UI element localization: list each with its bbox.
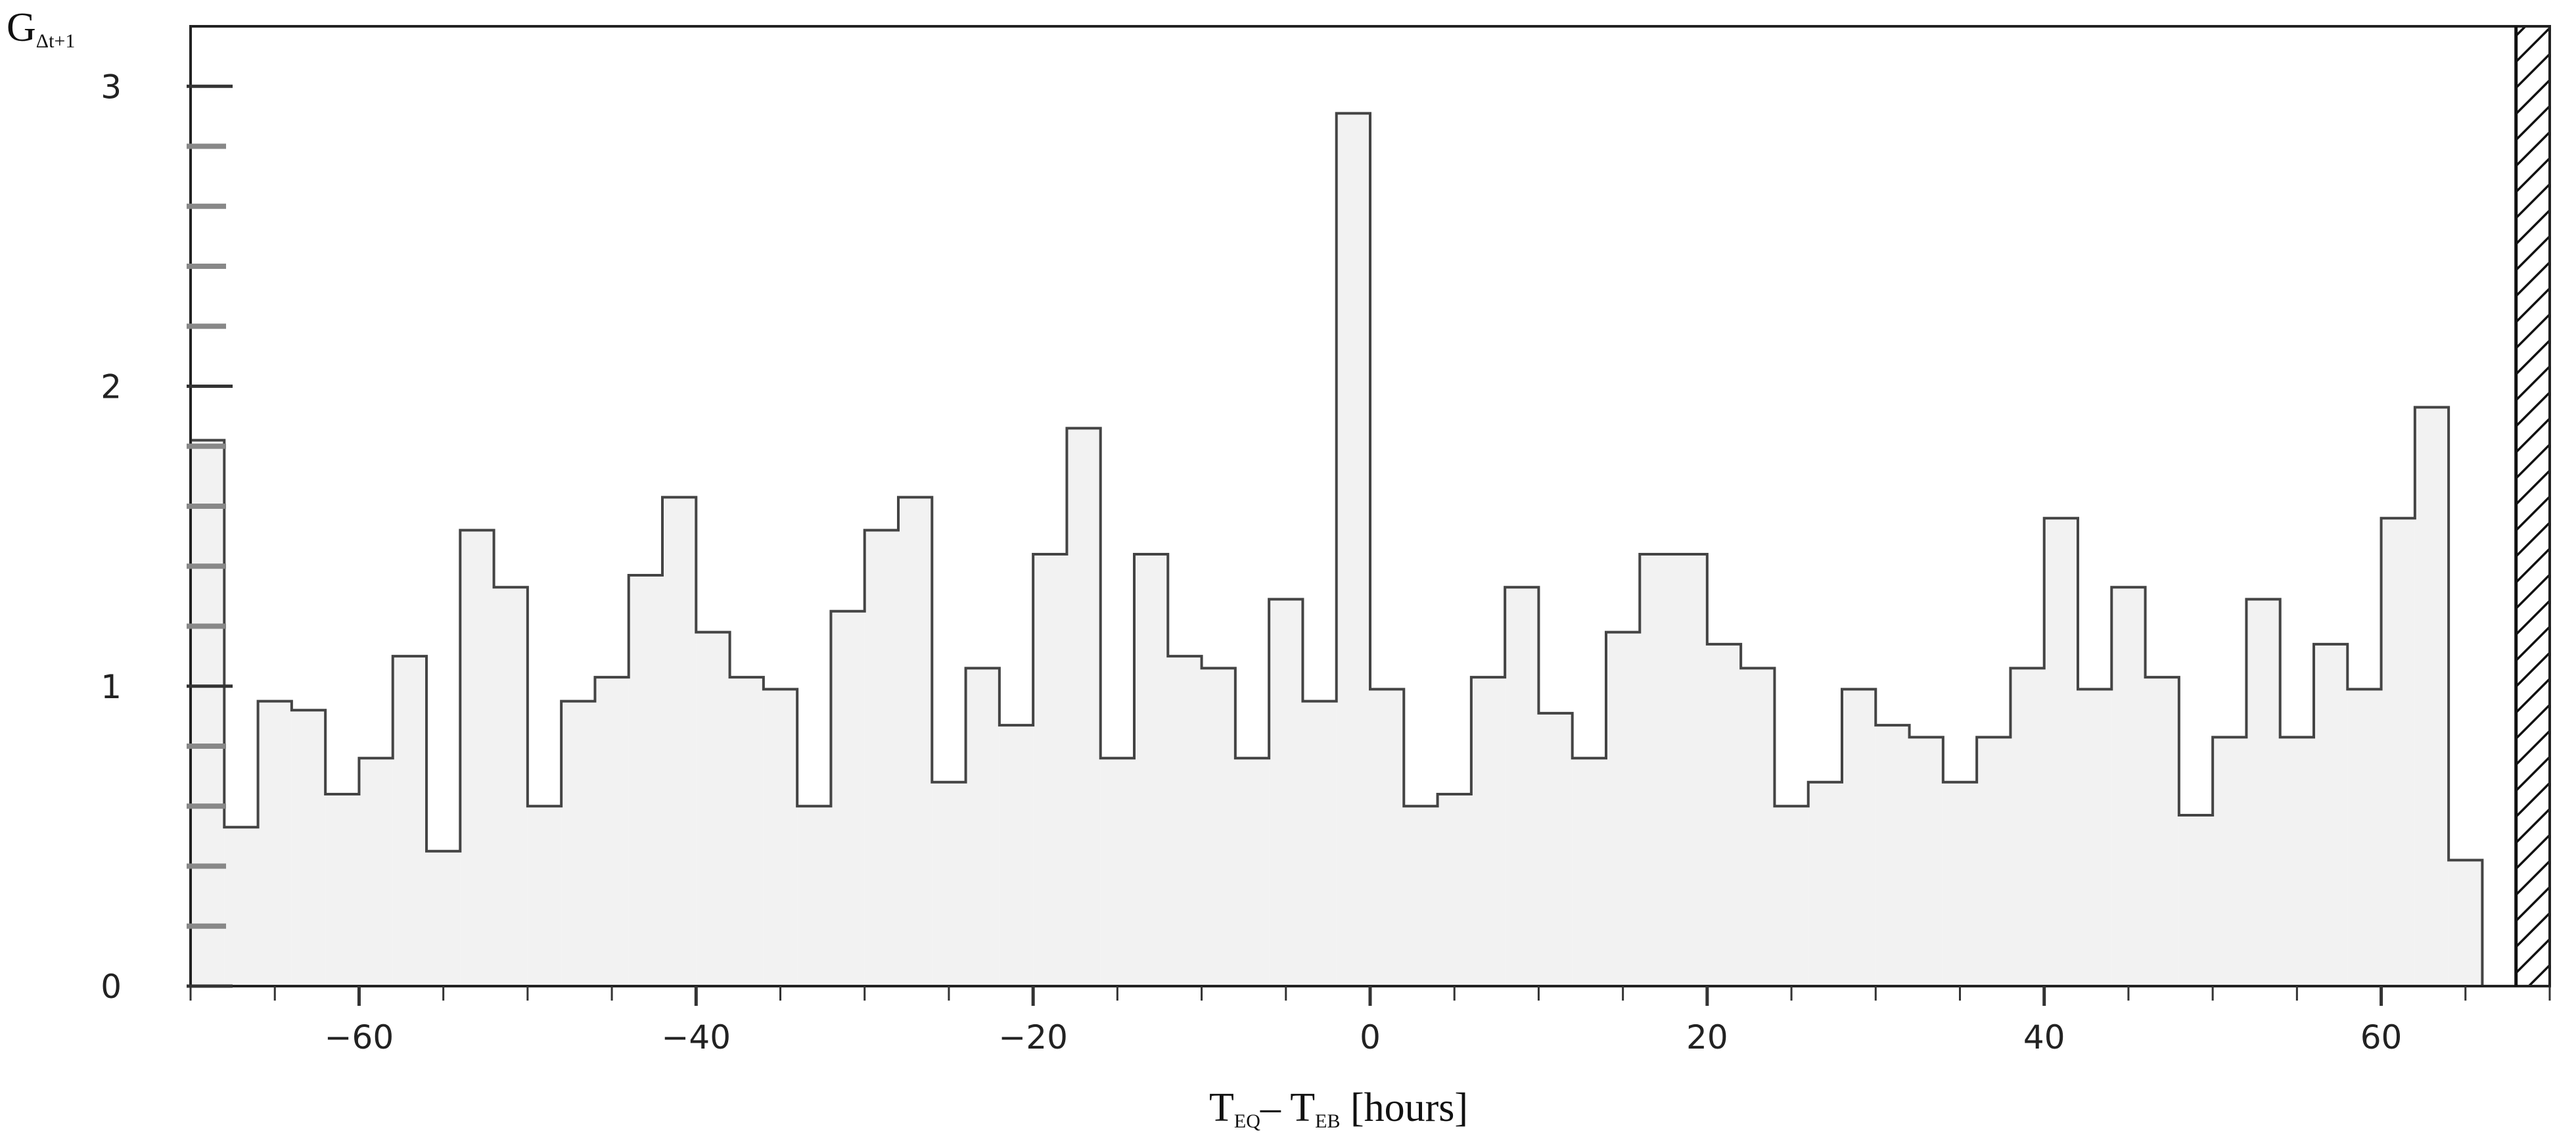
histogram-bar: [1741, 668, 1775, 986]
histogram-bar: [2145, 677, 2179, 986]
x-tick-label: 0: [1360, 1018, 1381, 1056]
histogram-bar: [1302, 701, 1337, 986]
histogram-outline: [189, 112, 2484, 986]
histogram-bar: [2213, 737, 2247, 986]
x-axis-mid: – T: [1260, 1085, 1315, 1130]
x-tick-labels: −60 −40 −20 0 20 40 60: [325, 1018, 2403, 1056]
x-tick-label: 40: [2023, 1018, 2065, 1056]
histogram-bar: [2347, 689, 2381, 986]
histogram-bar: [1134, 554, 1168, 986]
histogram-bar: [864, 530, 898, 986]
histogram-bar: [1033, 554, 1067, 986]
histogram-bar: [797, 806, 831, 986]
histogram-bar: [1201, 668, 1235, 986]
x-tick-label: −20: [998, 1018, 1068, 1056]
histogram-bar: [1235, 758, 1270, 986]
histogram-bar: [224, 827, 258, 986]
histogram-bar: [2246, 599, 2280, 986]
histogram-bar: [1774, 806, 1808, 986]
histogram-bar: [359, 758, 393, 986]
histogram-bar: [1370, 689, 1404, 986]
histogram-bar: [932, 782, 966, 986]
histogram-bar: [729, 677, 764, 986]
histogram-bar: [1269, 599, 1303, 986]
y-axis-symbol: G: [7, 5, 36, 50]
histogram-bar: [898, 497, 932, 986]
histogram-bar: [1909, 737, 1943, 986]
y-tick-label: 1: [101, 668, 122, 706]
histogram-bar: [426, 851, 461, 986]
histogram-bar: [2111, 587, 2146, 986]
histogram-bar: [191, 440, 225, 986]
histogram-bar: [831, 611, 865, 986]
histogram-bar: [2178, 815, 2213, 986]
histogram-bar: [291, 710, 326, 986]
y-tick-labels: 0 1 2 3: [101, 68, 122, 1006]
x-axis-sub1: EQ: [1234, 1110, 1260, 1132]
histogram-bar: [1471, 677, 1506, 986]
histogram-bar: [1168, 656, 1202, 986]
histogram-bar: [1100, 758, 1134, 986]
x-axis-tail: [hours]: [1340, 1085, 1468, 1130]
histogram-bar: [595, 677, 629, 986]
histogram-bar: [2078, 689, 2112, 986]
histogram-bar: [1673, 554, 1707, 986]
y-tick-label: 0: [101, 968, 122, 1006]
histogram-bar: [662, 497, 697, 986]
x-tick-label: −40: [662, 1018, 731, 1056]
histogram-bar: [696, 632, 730, 986]
histogram-bar: [763, 689, 798, 986]
histogram-bar: [628, 575, 662, 986]
histogram-bar: [2449, 860, 2483, 986]
histogram-bar: [1572, 758, 1606, 986]
y-tick-label: 2: [101, 368, 122, 406]
histogram-bar: [1808, 782, 1842, 986]
excluded-region-hatch: [2516, 26, 2550, 986]
x-tick-label: −60: [325, 1018, 394, 1056]
x-tick-label: 20: [1686, 1018, 1728, 1056]
histogram-bar: [460, 530, 494, 986]
histogram-bar: [965, 668, 1000, 986]
histogram-bar: [1875, 725, 1910, 986]
x-axis-t1: T: [1209, 1085, 1234, 1130]
histogram-bar: [2381, 518, 2415, 986]
histogram-bar: [1538, 713, 1573, 986]
x-tick-label: 60: [2360, 1018, 2403, 1056]
histogram-bar: [2010, 668, 2044, 986]
histogram-bar: [2044, 518, 2078, 986]
histogram-bar: [2314, 644, 2348, 986]
histogram-bar: [1707, 644, 1741, 986]
histogram-bar: [1943, 782, 1977, 986]
histogram-bar: [1437, 794, 1471, 986]
histogram-bar: [527, 806, 562, 986]
histogram-bar: [2280, 737, 2314, 986]
y-axis-title: GΔt+1: [7, 5, 75, 52]
histogram-bars: [191, 113, 2483, 986]
x-axis-sub2: EB: [1315, 1110, 1340, 1132]
histogram-bar: [392, 656, 426, 986]
x-axis-title: TEQ– TEB [hours]: [1209, 1085, 1468, 1132]
axis-ticks: [187, 84, 2551, 1006]
histogram-bar: [1640, 554, 1674, 986]
histogram-bar: [494, 587, 528, 986]
histogram-bar: [1336, 113, 1370, 986]
histogram-bar: [258, 701, 292, 986]
histogram-bar: [1067, 428, 1101, 986]
histogram-bar: [1977, 737, 2011, 986]
y-tick-label: 3: [101, 68, 122, 106]
histogram-bar: [1842, 689, 1876, 986]
histogram-bar: [999, 725, 1034, 986]
histogram-bar: [325, 794, 359, 986]
histogram-bar: [561, 701, 595, 986]
y-axis-subscript: Δt+1: [36, 30, 76, 52]
histogram-bar: [1505, 587, 1539, 986]
histogram-bar: [1404, 806, 1438, 986]
histogram-bar: [2414, 407, 2449, 986]
histogram-bar: [1606, 632, 1640, 986]
